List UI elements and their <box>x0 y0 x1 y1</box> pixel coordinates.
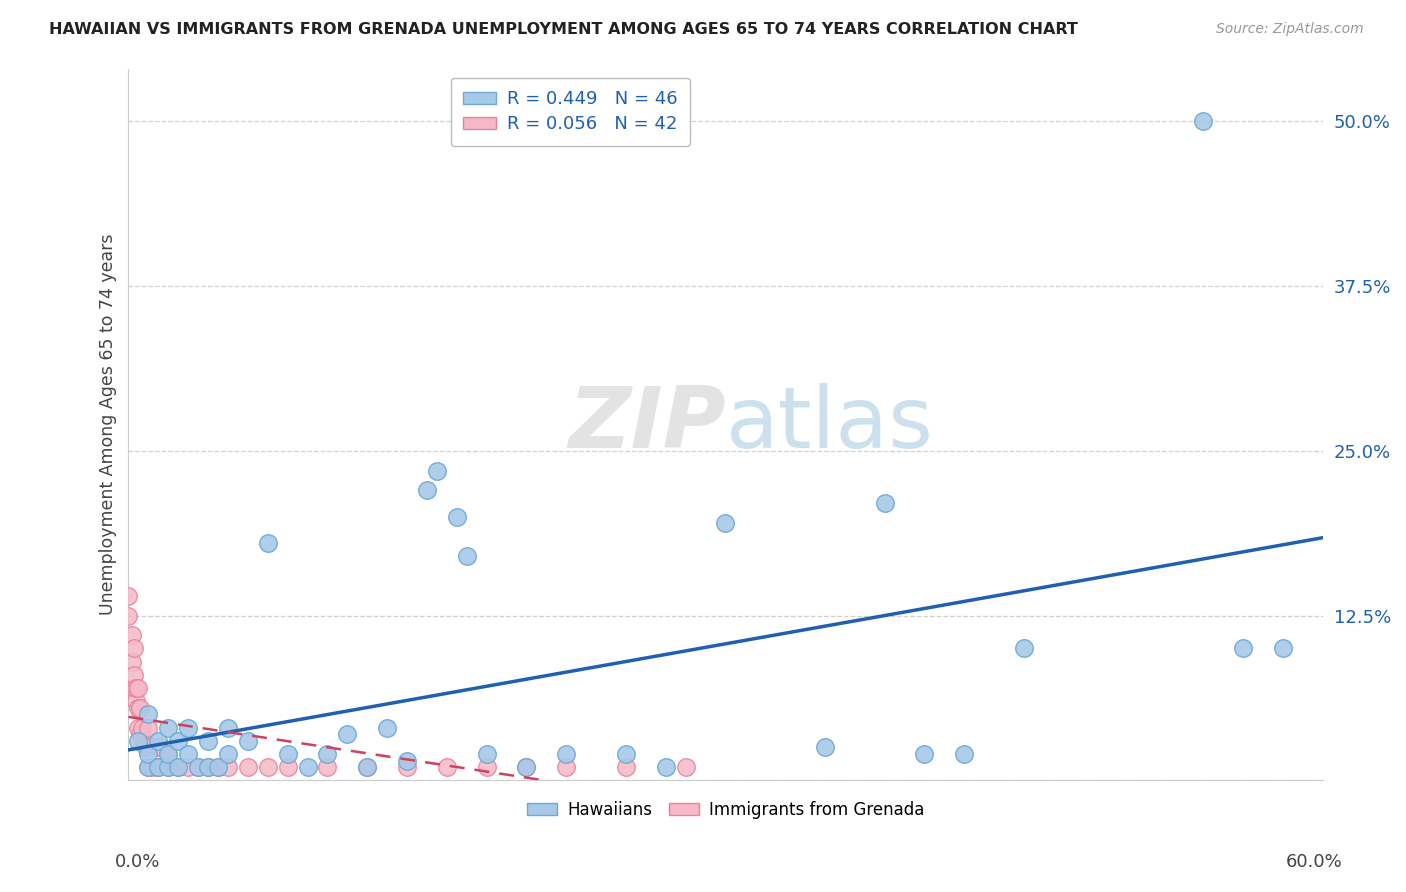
Point <box>396 760 419 774</box>
Point <box>336 727 359 741</box>
Point <box>197 733 219 747</box>
Point <box>177 721 200 735</box>
Point <box>134 733 156 747</box>
Point <box>375 721 398 735</box>
Point <box>177 747 200 761</box>
Point <box>655 760 678 774</box>
Point <box>555 760 578 774</box>
Point <box>187 760 209 774</box>
Point <box>475 747 498 761</box>
Point <box>256 760 278 774</box>
Point <box>446 509 468 524</box>
Point <box>197 760 219 774</box>
Point <box>138 760 160 774</box>
Point <box>456 549 478 564</box>
Text: atlas: atlas <box>725 383 934 466</box>
Point <box>914 747 936 761</box>
Point <box>217 747 239 761</box>
Point <box>131 721 153 735</box>
Point <box>148 760 170 774</box>
Point <box>207 760 229 774</box>
Text: 0.0%: 0.0% <box>115 853 160 871</box>
Point <box>436 760 458 774</box>
Point <box>127 681 149 695</box>
Text: HAWAIIAN VS IMMIGRANTS FROM GRENADA UNEMPLOYMENT AMONG AGES 65 TO 74 YEARS CORRE: HAWAIIAN VS IMMIGRANTS FROM GRENADA UNEM… <box>49 22 1078 37</box>
Point <box>148 760 170 774</box>
Point <box>814 740 837 755</box>
Text: ZIP: ZIP <box>568 383 725 466</box>
Point <box>129 701 152 715</box>
Point <box>1192 114 1215 128</box>
Point <box>167 760 190 774</box>
Point <box>127 701 149 715</box>
Point <box>148 733 170 747</box>
Point <box>1271 641 1294 656</box>
Point <box>297 760 319 774</box>
Point <box>515 760 537 774</box>
Point <box>316 760 339 774</box>
Point <box>138 760 160 774</box>
Point <box>614 747 637 761</box>
Point <box>1232 641 1254 656</box>
Point <box>217 760 239 774</box>
Point <box>475 760 498 774</box>
Point <box>127 721 149 735</box>
Point <box>356 760 378 774</box>
Point <box>167 760 190 774</box>
Point <box>1012 641 1035 656</box>
Point <box>125 694 148 708</box>
Point <box>157 747 180 761</box>
Point <box>157 760 180 774</box>
Point <box>675 760 697 774</box>
Point <box>124 668 146 682</box>
Point <box>236 760 259 774</box>
Point <box>135 740 157 755</box>
Text: Source: ZipAtlas.com: Source: ZipAtlas.com <box>1216 22 1364 37</box>
Point <box>124 681 146 695</box>
Point <box>515 760 537 774</box>
Point <box>157 721 180 735</box>
Point <box>207 760 229 774</box>
Point <box>167 733 190 747</box>
Point <box>125 681 148 695</box>
Point <box>127 733 149 747</box>
Point <box>714 516 737 531</box>
Point <box>141 760 163 774</box>
Point <box>217 721 239 735</box>
Point <box>236 733 259 747</box>
Text: 60.0%: 60.0% <box>1286 853 1343 871</box>
Point <box>124 641 146 656</box>
Point <box>256 536 278 550</box>
Point <box>316 747 339 761</box>
Point <box>277 747 299 761</box>
Point <box>121 628 143 642</box>
Point <box>614 760 637 774</box>
Point <box>117 608 139 623</box>
Point <box>555 747 578 761</box>
Point <box>873 496 896 510</box>
Point <box>197 760 219 774</box>
Point <box>157 760 180 774</box>
Point <box>187 760 209 774</box>
Point <box>138 721 160 735</box>
Legend: Hawaiians, Immigrants from Grenada: Hawaiians, Immigrants from Grenada <box>520 794 931 825</box>
Point <box>416 483 439 498</box>
Point <box>426 464 449 478</box>
Y-axis label: Unemployment Among Ages 65 to 74 years: Unemployment Among Ages 65 to 74 years <box>100 234 117 615</box>
Point <box>157 747 180 761</box>
Point <box>117 589 139 603</box>
Point <box>953 747 976 761</box>
Point <box>129 727 152 741</box>
Point <box>148 740 170 755</box>
Point <box>138 707 160 722</box>
Point <box>121 655 143 669</box>
Point <box>277 760 299 774</box>
Point <box>396 754 419 768</box>
Point <box>356 760 378 774</box>
Point <box>177 760 200 774</box>
Point <box>138 747 160 761</box>
